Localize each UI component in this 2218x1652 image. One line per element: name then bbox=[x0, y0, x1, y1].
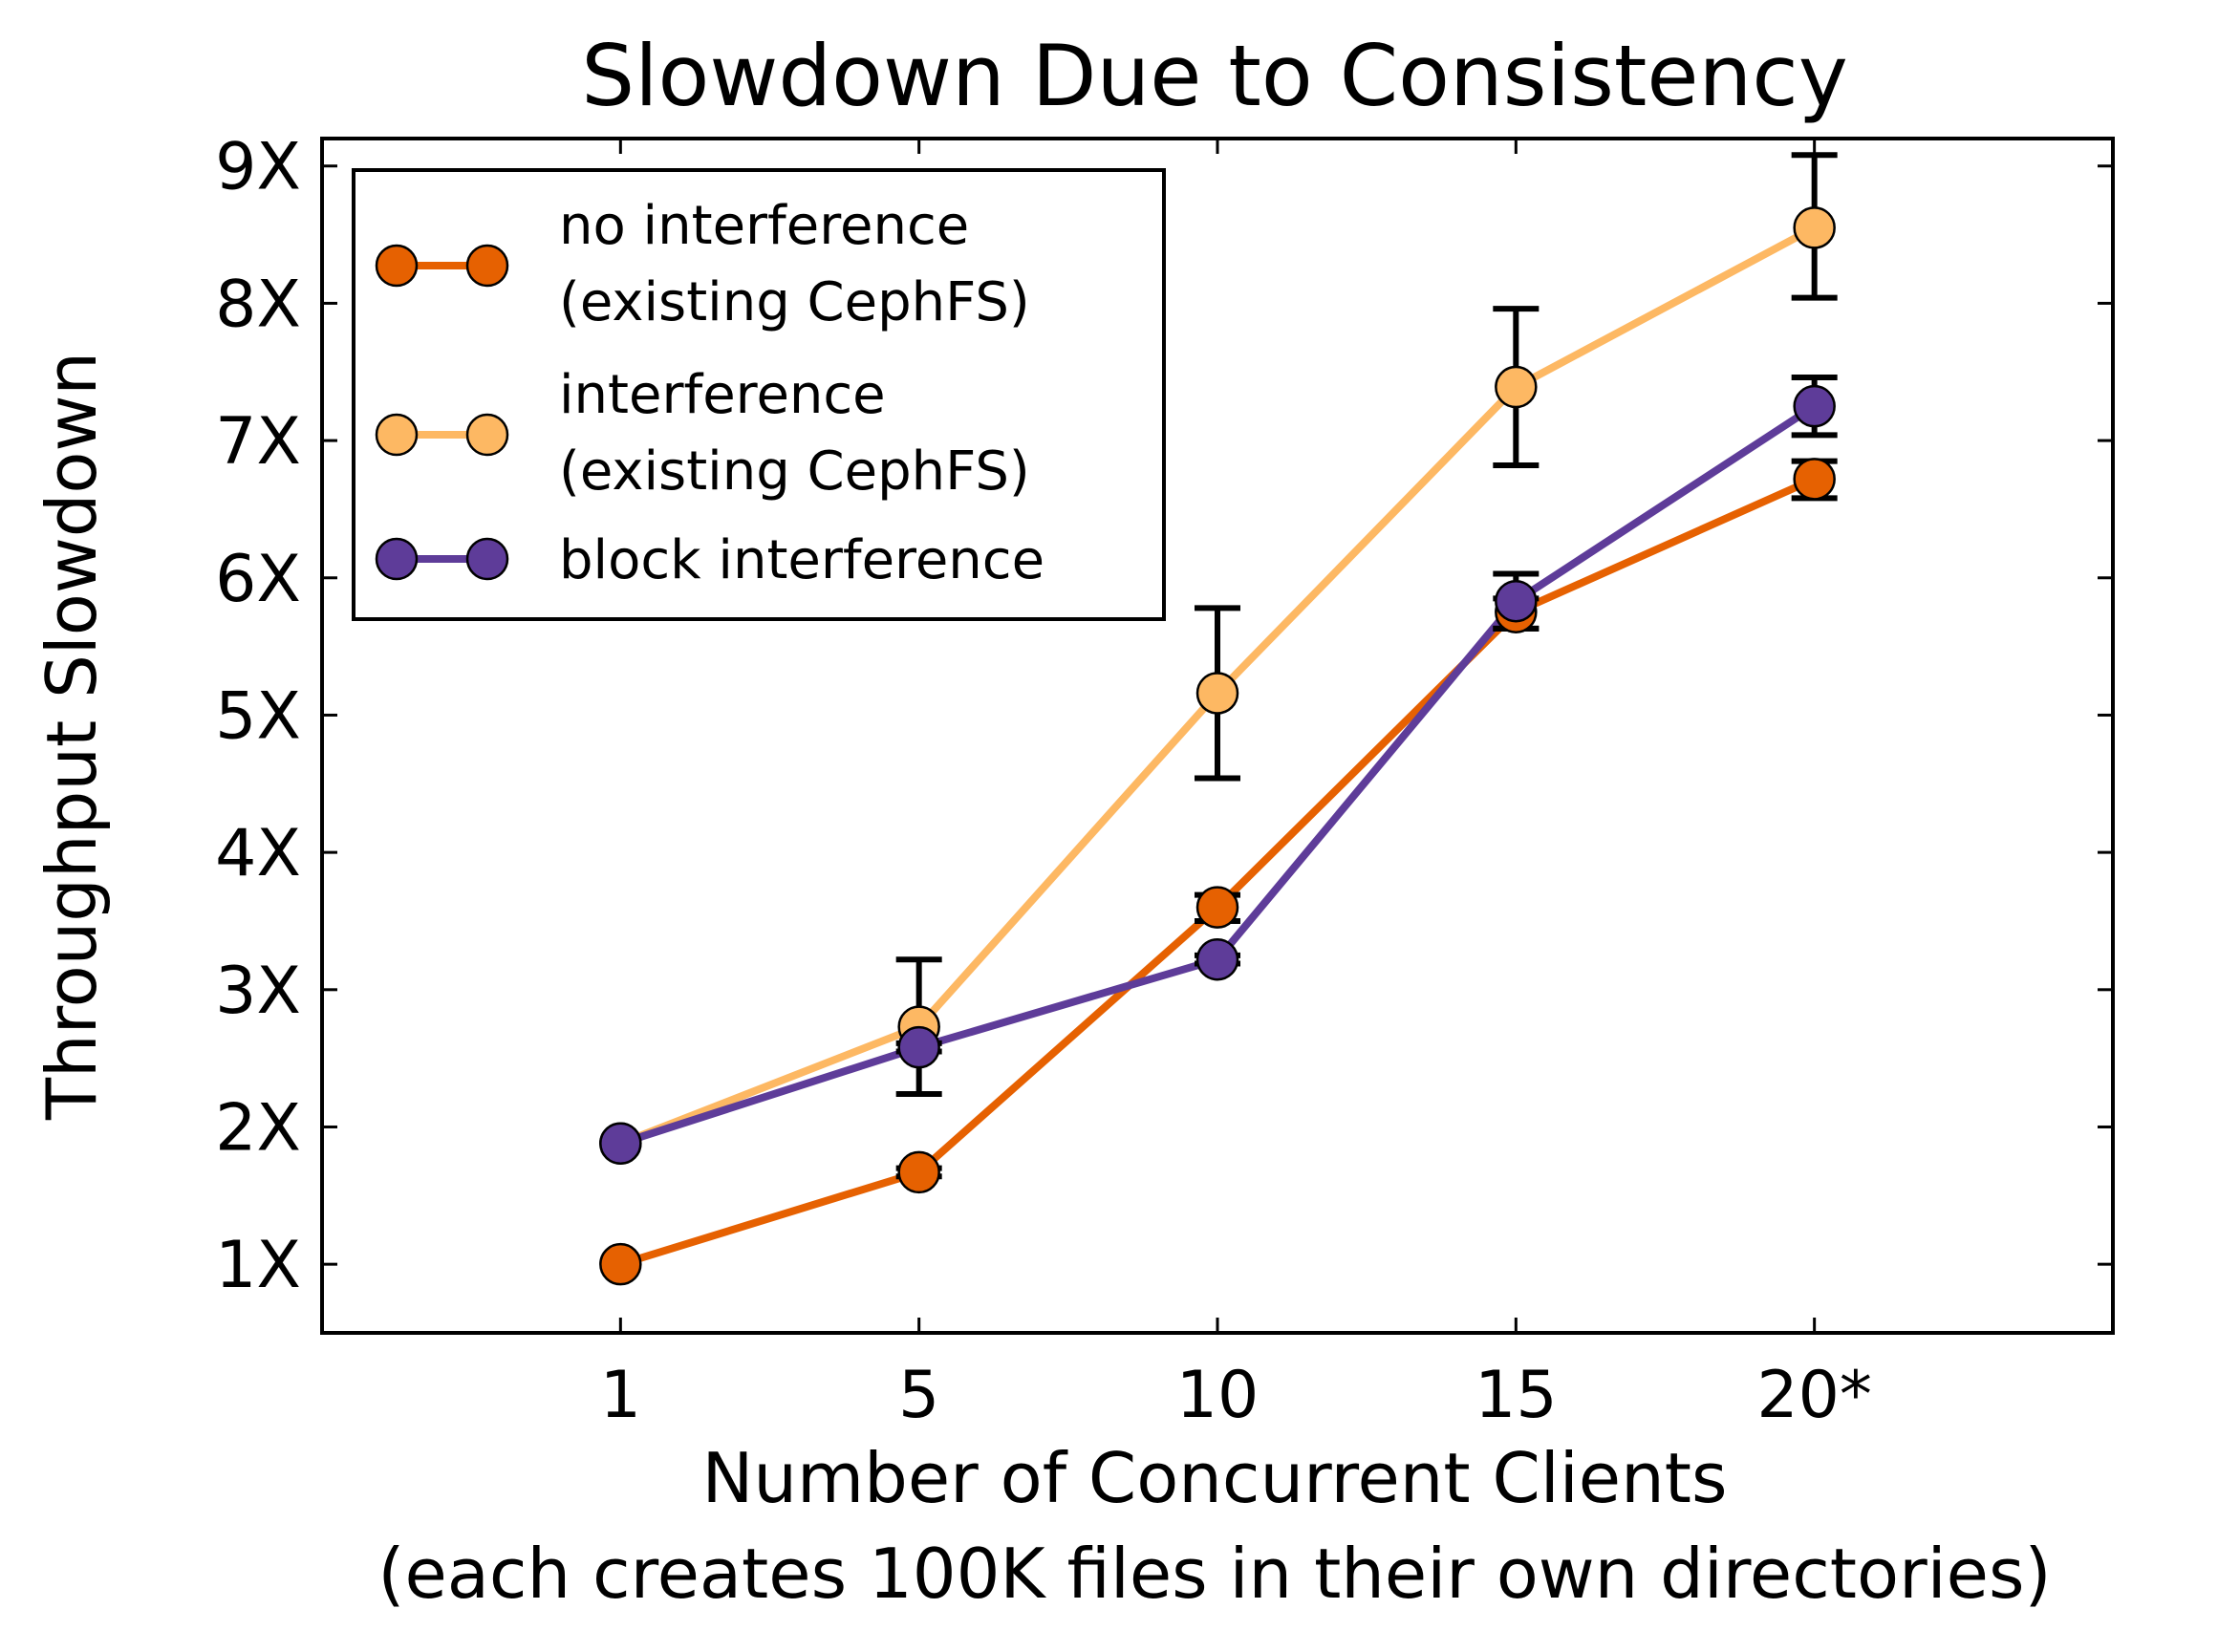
legend-item: interference (existing CephFS) bbox=[375, 364, 1030, 503]
y-tick-label: 7X bbox=[215, 404, 301, 480]
x-tick-label: 20* bbox=[1756, 1358, 1872, 1433]
y-axis-label: Throughput Slowdown bbox=[32, 352, 112, 1121]
data-point bbox=[599, 1122, 642, 1165]
legend-marker bbox=[375, 537, 419, 581]
data-point bbox=[1195, 672, 1239, 715]
data-point bbox=[1793, 206, 1836, 249]
data-point bbox=[897, 1025, 940, 1069]
legend-item: no interference (existing CephFS) bbox=[375, 195, 1030, 333]
data-point bbox=[1495, 365, 1538, 409]
legend-marker bbox=[465, 537, 509, 581]
x-axis-label: Number of Concurrent Clients bbox=[702, 1438, 1728, 1518]
legend-marker bbox=[375, 413, 419, 457]
legend-label-line2: (existing CephFS) bbox=[559, 440, 1030, 503]
legend-marker bbox=[375, 244, 419, 288]
x-tick-label: 1 bbox=[600, 1358, 641, 1433]
y-tick-label: 5X bbox=[215, 678, 301, 754]
x-axis-label-line2: (each creates 100K files in their own di… bbox=[377, 1534, 2051, 1614]
legend: no interference(existing CephFS)interfer… bbox=[352, 168, 1166, 621]
legend-marker bbox=[465, 244, 509, 288]
y-tick-label: 1X bbox=[215, 1228, 301, 1303]
x-tick-label: 5 bbox=[898, 1358, 939, 1433]
legend-label-line2: (existing CephFS) bbox=[559, 271, 1030, 333]
data-point bbox=[1793, 458, 1836, 501]
data-point bbox=[897, 1150, 940, 1194]
plot-frame bbox=[320, 137, 2115, 1335]
legend-marker bbox=[465, 413, 509, 457]
data-point bbox=[1195, 886, 1239, 929]
data-point bbox=[1195, 937, 1239, 981]
y-tick-label: 3X bbox=[215, 954, 301, 1029]
y-tick-label: 2X bbox=[215, 1090, 301, 1166]
y-tick-label: 9X bbox=[215, 130, 301, 205]
legend-label: block interference bbox=[559, 529, 1044, 591]
x-tick-label: 15 bbox=[1475, 1358, 1558, 1433]
data-point bbox=[1793, 384, 1836, 428]
x-tick-label: 10 bbox=[1176, 1358, 1260, 1433]
chart-title: Slowdown Due to Consistency bbox=[581, 27, 1848, 125]
legend-label: interference bbox=[559, 364, 886, 426]
legend-item: block interference bbox=[375, 529, 1044, 591]
y-tick-label: 8X bbox=[215, 267, 301, 342]
data-point bbox=[599, 1242, 642, 1286]
y-tick-label: 4X bbox=[215, 816, 301, 891]
legend-label: no interference bbox=[559, 195, 969, 257]
y-tick-label: 6X bbox=[215, 542, 301, 617]
data-point bbox=[1495, 579, 1538, 623]
